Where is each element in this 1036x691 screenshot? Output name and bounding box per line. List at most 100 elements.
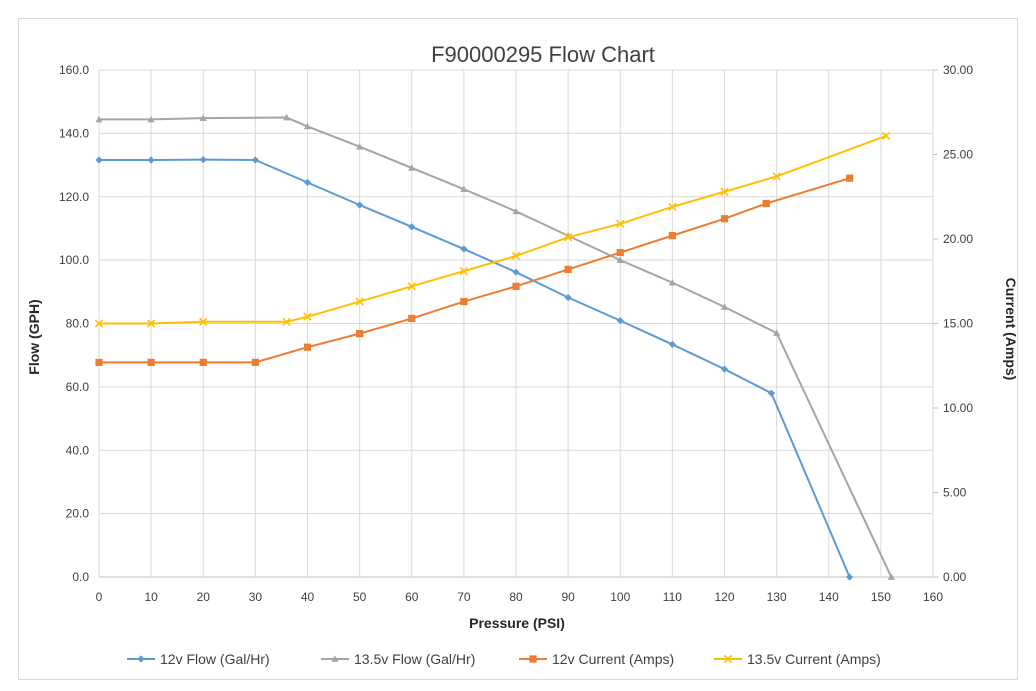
x-tick-label: 30 bbox=[249, 590, 263, 604]
data-point bbox=[668, 202, 677, 212]
data-point bbox=[356, 330, 364, 338]
data-point bbox=[146, 319, 156, 328]
data-point bbox=[95, 115, 103, 123]
data-point bbox=[512, 268, 520, 276]
data-point bbox=[563, 233, 573, 242]
legend: 12v Flow (Gal/Hr) 13.5v Flow (Gal/Hr) 12v … bbox=[127, 651, 881, 667]
axes: 0.0 20.0 40.0 60.0 80.0 100.0 120.0 140.0 160.0 0… bbox=[59, 63, 973, 604]
data-point bbox=[668, 232, 676, 240]
legend-entry: 13.5v Current (Amps) bbox=[714, 651, 881, 667]
data-point bbox=[616, 317, 624, 325]
data-point bbox=[303, 178, 312, 187]
x-tick-label: 150 bbox=[871, 590, 891, 604]
data-point bbox=[199, 358, 207, 366]
chart-frame: F90000295 Flow Chart 0.0 20.0 40.0 60.0 80.0… bbox=[18, 18, 1019, 680]
x-tick-label: 60 bbox=[405, 590, 419, 604]
y2-tick-label: 25.00 bbox=[943, 148, 973, 162]
x-tick-label: 120 bbox=[714, 590, 734, 604]
y-tick-label: 80.0 bbox=[66, 317, 90, 331]
y-tick-label: 0.0 bbox=[72, 570, 89, 584]
y2-tick-label: 20.00 bbox=[943, 232, 973, 246]
x-tick-label: 110 bbox=[663, 590, 682, 604]
legend-marker bbox=[723, 654, 733, 664]
data-point bbox=[356, 201, 364, 209]
x-tick-label: 90 bbox=[561, 590, 575, 604]
y2-axis-title: Current (Amps) bbox=[1003, 278, 1019, 381]
x-tick-label: 10 bbox=[144, 590, 158, 604]
data-point bbox=[767, 389, 776, 397]
legend-entry: 13.5v Flow (Gal/Hr) bbox=[321, 651, 475, 667]
data-point bbox=[408, 223, 416, 231]
x-tick-label: 100 bbox=[610, 590, 630, 604]
data-point bbox=[846, 573, 854, 581]
data-point bbox=[460, 297, 468, 306]
data-point bbox=[846, 174, 854, 182]
legend-marker bbox=[331, 655, 339, 662]
series-3 bbox=[95, 174, 854, 366]
x-tick-label: 130 bbox=[767, 590, 787, 604]
y-tick-label: 140.0 bbox=[59, 126, 89, 140]
y2-tick-label: 15.00 bbox=[943, 317, 973, 331]
data-point bbox=[881, 131, 891, 141]
y2-tick-label: 30.00 bbox=[943, 63, 973, 77]
data-point bbox=[199, 114, 207, 122]
legend-marker bbox=[529, 655, 537, 663]
y-axis-title: Flow (GPH) bbox=[26, 299, 42, 374]
data-point bbox=[512, 282, 520, 290]
data-point bbox=[512, 207, 520, 215]
data-point bbox=[564, 265, 572, 274]
legend-marker bbox=[137, 655, 145, 663]
data-point bbox=[408, 164, 416, 171]
data-point bbox=[720, 187, 729, 196]
legend-label: 12v Current (Amps) bbox=[552, 651, 674, 667]
data-point bbox=[94, 319, 104, 328]
data-point bbox=[772, 172, 781, 181]
data-point bbox=[355, 297, 364, 306]
data-point bbox=[773, 329, 781, 336]
x-tick-label: 40 bbox=[301, 590, 315, 604]
grid-lines bbox=[98, 69, 934, 578]
data-point bbox=[564, 293, 572, 302]
data-point bbox=[356, 143, 364, 150]
series-layer bbox=[94, 113, 895, 581]
data-point bbox=[251, 156, 259, 164]
y-tick-label: 20.0 bbox=[66, 507, 90, 521]
data-point bbox=[407, 282, 416, 291]
data-point bbox=[616, 248, 624, 257]
data-point bbox=[668, 279, 676, 286]
y2-tick-label: 0.00 bbox=[943, 570, 967, 584]
data-point bbox=[95, 358, 103, 366]
data-point bbox=[147, 156, 155, 164]
data-point bbox=[303, 122, 312, 130]
data-point bbox=[668, 340, 676, 349]
data-point bbox=[459, 266, 469, 276]
x-tick-label: 50 bbox=[353, 590, 367, 604]
x-tick-label: 160 bbox=[923, 590, 943, 604]
series-line bbox=[99, 116, 893, 578]
data-point bbox=[95, 156, 103, 164]
data-point bbox=[616, 256, 624, 264]
data-point bbox=[283, 113, 291, 121]
data-point bbox=[147, 358, 155, 366]
series-4 bbox=[94, 131, 891, 328]
chart-title: F90000295 Flow Chart bbox=[431, 42, 655, 67]
series-2 bbox=[95, 113, 895, 580]
x-tick-label: 80 bbox=[509, 590, 523, 604]
data-point bbox=[147, 115, 155, 123]
legend-label: 13.5v Flow (Gal/Hr) bbox=[354, 651, 475, 667]
legend-entry: 12v Flow (Gal/Hr) bbox=[127, 651, 270, 667]
data-point bbox=[460, 245, 468, 253]
data-point bbox=[282, 317, 291, 326]
y2-tick-label: 10.00 bbox=[943, 401, 973, 415]
series-line bbox=[99, 177, 850, 364]
data-point bbox=[199, 156, 207, 164]
data-point bbox=[720, 215, 729, 223]
data-point bbox=[720, 365, 729, 373]
legend-entry: 12v Current (Amps) bbox=[519, 651, 674, 667]
legend-label: 12v Flow (Gal/Hr) bbox=[160, 651, 270, 667]
data-point bbox=[460, 185, 468, 193]
data-point bbox=[199, 317, 208, 326]
y-tick-label: 120.0 bbox=[59, 190, 89, 204]
data-point bbox=[251, 358, 259, 366]
x-tick-label: 70 bbox=[457, 590, 471, 604]
